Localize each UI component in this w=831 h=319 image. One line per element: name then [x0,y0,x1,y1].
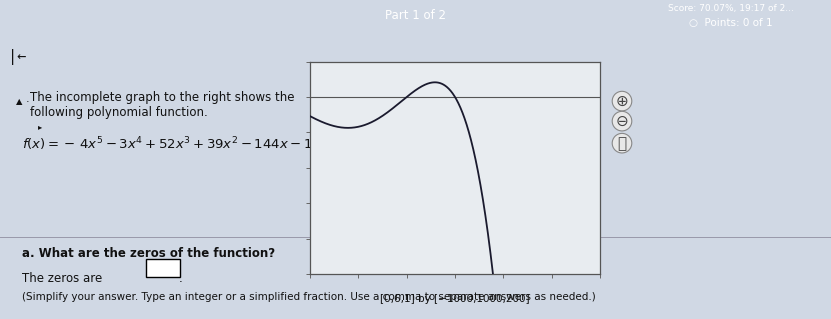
Text: ⊕: ⊕ [616,93,628,108]
Text: [0,6,1] by [−1000,1000,200]: [0,6,1] by [−1000,1000,200] [381,294,530,304]
Text: ○  Points: 0 of 1: ○ Points: 0 of 1 [690,19,773,28]
Text: • • •: • • • [444,257,466,266]
Text: |←: |← [8,48,27,64]
Text: Score: 70.07%, 19:17 of 2...: Score: 70.07%, 19:17 of 2... [668,4,794,13]
Text: .: . [179,272,183,285]
Text: ▲: ▲ [16,97,22,106]
Text: ▸: ▸ [38,122,42,131]
Text: a. What are the zeros of the function?: a. What are the zeros of the function? [22,247,275,260]
Text: The incomplete graph to the right shows the: The incomplete graph to the right shows … [30,91,294,104]
Text: (Simplify your answer. Type an integer or a simplified fraction. Use a comma to : (Simplify your answer. Type an integer o… [22,292,596,302]
Text: $f(x)=-\,4x^5-3x^4+52x^3+39x^2-144x-108$: $f(x)=-\,4x^5-3x^4+52x^3+39x^2-144x-108$ [22,136,330,153]
Text: ·: · [26,97,30,107]
Text: following polynomial function.: following polynomial function. [30,106,208,119]
FancyBboxPatch shape [146,259,180,277]
Text: The zeros are: The zeros are [22,272,102,285]
Text: Part 1 of 2: Part 1 of 2 [385,9,446,22]
Text: ⊖: ⊖ [616,114,628,129]
Text: ⧉: ⧉ [617,136,627,151]
